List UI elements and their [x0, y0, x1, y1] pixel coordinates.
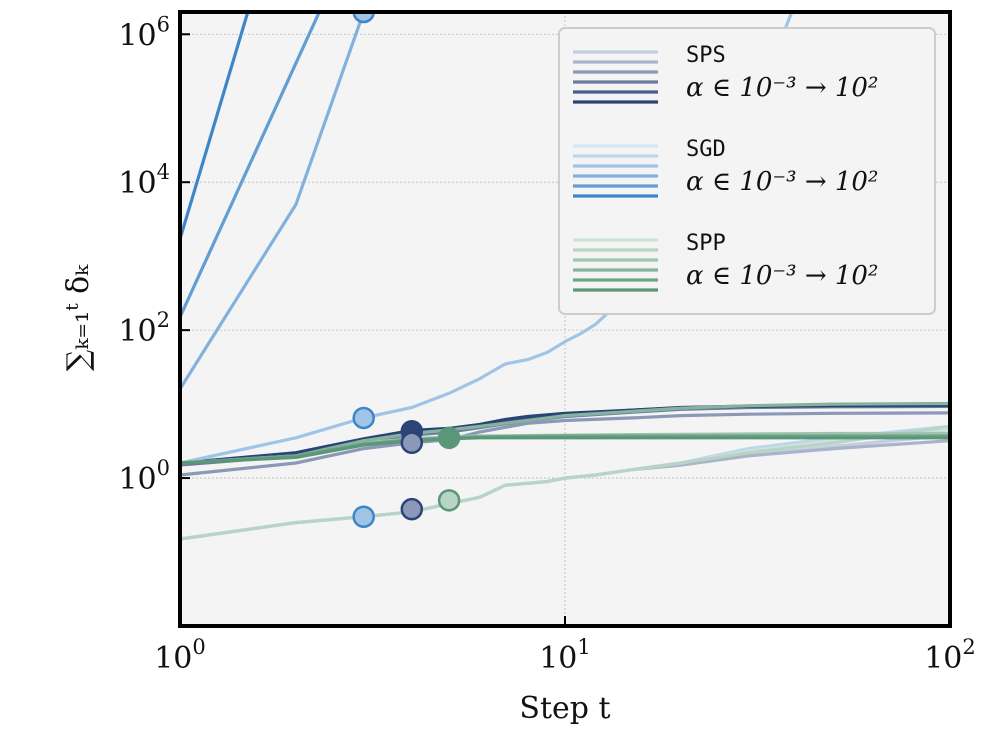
x-tick-label: 102 — [924, 635, 976, 676]
y-axis-label: ∑ₖ₌₁ᵗ δₖ — [61, 264, 96, 371]
series-layer — [180, 12, 950, 541]
legend-method-label: SPP — [686, 231, 726, 256]
x-tick-label: 101 — [539, 635, 591, 676]
y-tick-label: 102 — [118, 308, 170, 349]
marker-layer — [352, 12, 461, 528]
legend-box — [558, 27, 936, 315]
legend-range-label: α ∈ 10⁻³ → 10² — [686, 167, 878, 197]
series-line-spp-13 — [180, 424, 950, 541]
legend-method-label: SPS — [686, 43, 726, 68]
divergence-marker — [437, 489, 461, 512]
divergence-marker — [352, 12, 375, 24]
legend: SPS α ∈ 10⁻³ → 10² SGD α ∈ 10⁻³ → 10² SPP α ∈… — [558, 27, 936, 315]
series-line-sgd-11 — [180, 12, 250, 241]
y-tick-label: 104 — [118, 160, 170, 201]
legend-method-label: SGD — [686, 137, 726, 162]
series-line-sgd-10 — [180, 12, 321, 319]
divergence-marker — [400, 431, 424, 455]
legend-range-label: α ∈ 10⁻³ → 10² — [686, 261, 878, 291]
y-tick-label: 100 — [118, 456, 170, 497]
series-line-spp-17 — [180, 436, 950, 465]
series-line-sgd-9 — [180, 12, 366, 391]
divergence-marker — [352, 505, 375, 528]
x-axis-label: Step t — [519, 691, 610, 726]
x-tick-label: 100 — [154, 635, 206, 676]
legend-range-label: α ∈ 10⁻³ → 10² — [686, 73, 878, 103]
series-line-sps-2 — [180, 411, 950, 477]
divergence-marker — [352, 406, 375, 430]
series-line-spp-15 — [180, 401, 950, 465]
divergence-marker — [437, 426, 461, 450]
y-tick-label: 106 — [118, 12, 170, 53]
divergence-marker — [400, 497, 424, 521]
ticks: 100 101 102 100 102 104 106 — [118, 12, 975, 676]
